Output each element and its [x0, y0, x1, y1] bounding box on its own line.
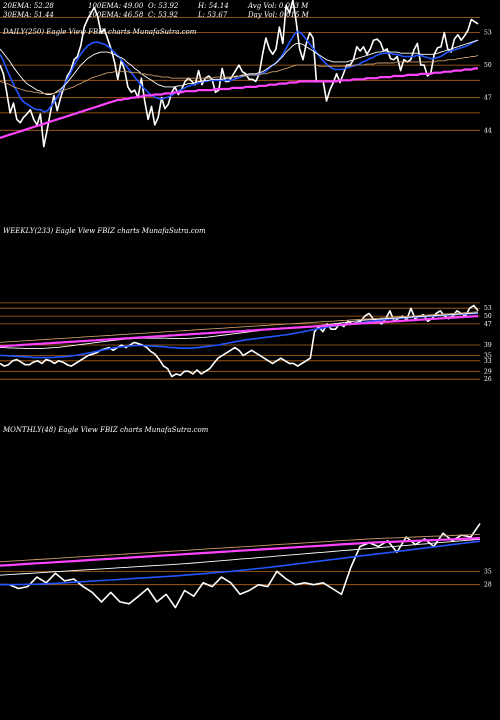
- monthly-series: [0, 523, 481, 609]
- daily-stat-day-vol: Day Vol: 0.015 M: [247, 11, 310, 19]
- weekly-ema-tan-line: [0, 311, 479, 343]
- daily-title: DAILY(250) Eagle View FBIZ charts Munafa…: [2, 28, 197, 36]
- daily-ytick-label: 47: [484, 95, 492, 102]
- monthly-ytick-label: 28: [484, 582, 492, 589]
- monthly-ema-tan-line: [0, 533, 481, 563]
- daily-stat-30ema: 30EMA: 51.44: [3, 11, 54, 19]
- daily-stat-avg-vol: Avg Vol: 0.033 M: [247, 2, 309, 10]
- daily-ema-tan-line: [0, 54, 479, 94]
- monthly-ema-blue-line: [0, 540, 481, 586]
- monthly-yticks: 35 28: [484, 568, 492, 588]
- weekly-ytick-label: 39: [484, 342, 492, 349]
- monthly-ema-magenta-line: [0, 537, 481, 567]
- daily-stat-open: O: 53.92: [148, 2, 179, 10]
- weekly-ema-magenta-line: [0, 315, 479, 348]
- weekly-ytick-label: 50: [484, 313, 492, 320]
- daily-ema-magenta-line: [0, 67, 478, 139]
- weekly-ytick-label: 35: [484, 353, 492, 360]
- weekly-ytick-label: 53: [484, 305, 492, 312]
- daily-price-line: [0, 0, 479, 148]
- weekly-title: WEEKLY(233) Eagle View FBIZ charts Munaf…: [3, 227, 206, 235]
- weekly-ytick-label: 33: [484, 358, 492, 365]
- monthly-price-line: [0, 523, 481, 609]
- weekly-ytick-label: 29: [484, 368, 492, 375]
- monthly-title: MONTHLY(48) Eagle View FBIZ charts Munaf…: [2, 426, 209, 434]
- monthly-panel: 35 28 MONTHLY(48) Eagle View FBIZ charts …: [0, 426, 492, 609]
- daily-stat-100ema: 100EMA: 49.00: [88, 2, 144, 10]
- daily-stat-close: C: 53.92: [148, 11, 179, 19]
- daily-stat-high: H: 54.14: [197, 2, 229, 10]
- monthly-ema-white-line: [0, 538, 481, 576]
- weekly-series: [0, 304, 479, 378]
- daily-ytick-label: 50: [484, 62, 492, 69]
- daily-stat-low: L: 53.67: [197, 11, 228, 19]
- weekly-ytick-label: 47: [484, 321, 492, 328]
- weekly-ytick-label: 26: [484, 376, 492, 383]
- daily-ytick-label: 44: [484, 127, 492, 134]
- daily-series: [0, 0, 479, 148]
- daily-stat-20ema: 20EMA: 52.28: [2, 2, 54, 10]
- daily-stat-200ema: 200EMA: 46.58: [87, 11, 144, 19]
- daily-panel: 53 50 47 44 20EMA: 52.28 100EMA: 49.00 O: 5…: [0, 0, 492, 148]
- monthly-ytick-label: 35: [484, 568, 492, 575]
- daily-ytick-label: 53: [484, 30, 492, 37]
- daily-yticks: 53 50 47 44: [484, 30, 492, 135]
- daily-ema-blue-line: [0, 30, 479, 113]
- weekly-ema-white-line: [0, 312, 479, 349]
